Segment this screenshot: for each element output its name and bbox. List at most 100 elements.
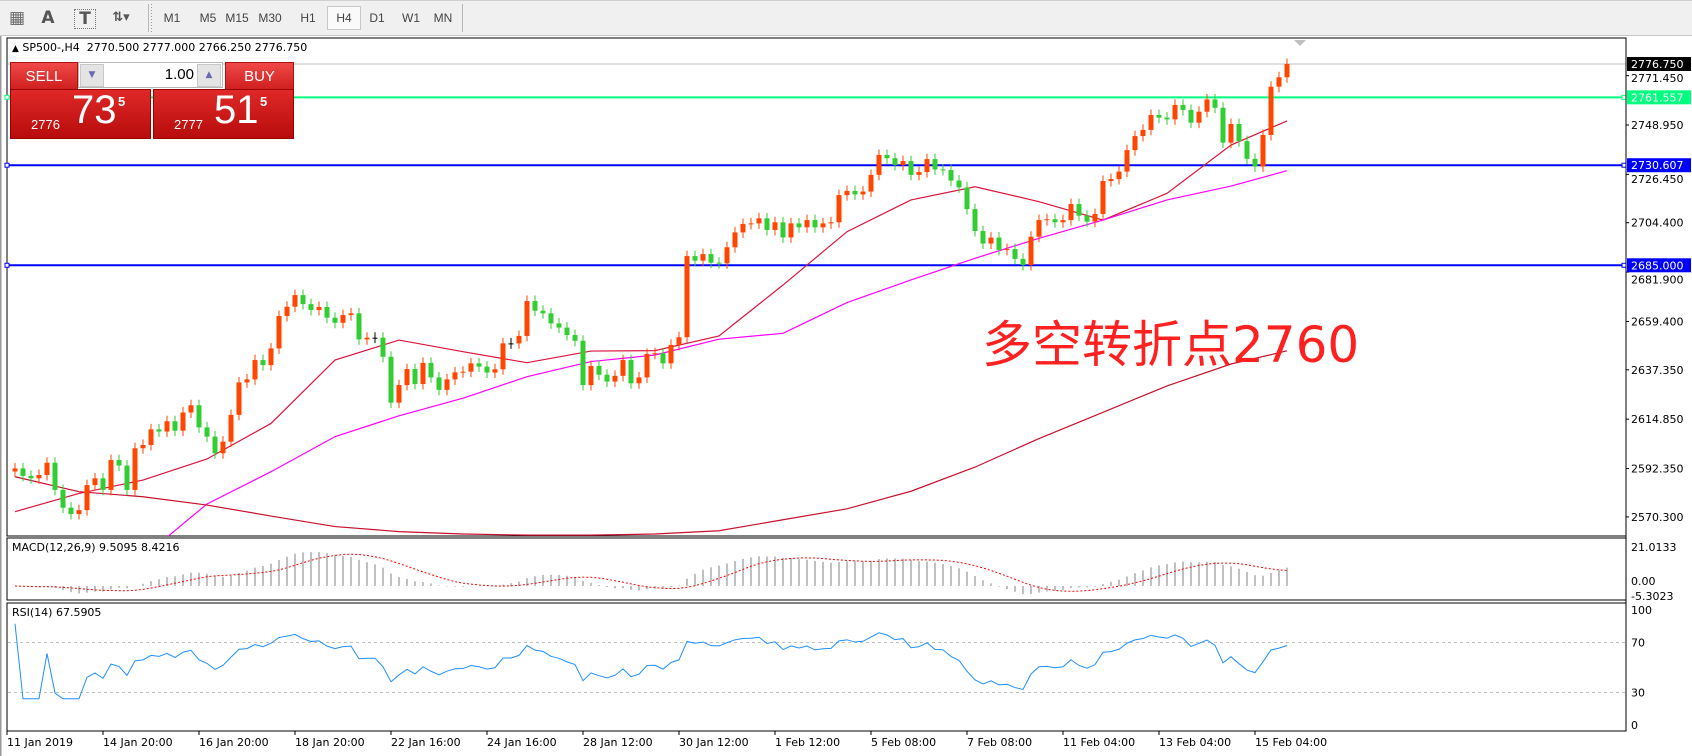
sell-button[interactable]: SELL bbox=[10, 62, 78, 90]
one-click-trading-panel: SELL ▼ 1.00 ▲ BUY 2776 73 5 2777 51 5 bbox=[10, 62, 294, 139]
current-price-label: 2776.750 bbox=[1631, 58, 1684, 71]
candle-body bbox=[1268, 86, 1274, 135]
candle-body bbox=[772, 222, 778, 230]
toolbar-separator bbox=[462, 4, 463, 32]
candle-body bbox=[988, 237, 994, 244]
candle-body bbox=[700, 254, 706, 261]
rsi-pane[interactable] bbox=[6, 602, 1627, 732]
candle-body bbox=[124, 465, 130, 490]
candle-body bbox=[556, 323, 562, 328]
candle-body bbox=[1028, 236, 1034, 266]
line-anchor-handle bbox=[1621, 162, 1627, 168]
timeframe-m5[interactable]: M5 bbox=[199, 11, 217, 25]
annotation-text[interactable]: 多空转折点2760 bbox=[982, 316, 1360, 374]
candle-body bbox=[1236, 123, 1242, 142]
candle-body bbox=[76, 510, 82, 515]
volume-input[interactable]: 1.00 bbox=[164, 66, 194, 83]
symbol-name: SP500-,H4 bbox=[22, 41, 80, 54]
candle-body bbox=[300, 295, 306, 305]
candle-body bbox=[1132, 136, 1138, 151]
timeframe-m1[interactable]: M1 bbox=[163, 11, 181, 25]
candle-body bbox=[284, 306, 290, 316]
candle-body bbox=[668, 344, 674, 364]
candle-body bbox=[500, 343, 506, 370]
chart-shift-marker-icon[interactable] bbox=[1294, 40, 1306, 46]
candle-body bbox=[212, 436, 218, 454]
ohlc-low: 2766.250 bbox=[198, 41, 252, 54]
timeframe-h4[interactable]: H4 bbox=[327, 6, 361, 30]
timeframe-m15[interactable]: M15 bbox=[225, 11, 249, 25]
candle-body bbox=[508, 343, 514, 345]
price-tick-label: 2704.400 bbox=[1631, 217, 1684, 230]
time-tick-label: 22 Jan 16:00 bbox=[391, 736, 461, 749]
collapse-arrow-icon[interactable]: ▲ bbox=[12, 44, 19, 54]
candle-body bbox=[1252, 158, 1258, 167]
candle-body bbox=[1228, 123, 1234, 143]
time-tick-label: 14 Jan 20:00 bbox=[103, 736, 173, 749]
candle-body bbox=[1212, 99, 1218, 108]
candle-body bbox=[236, 382, 242, 415]
candle-body bbox=[916, 172, 922, 175]
volume-increase-button[interactable]: ▲ bbox=[197, 64, 221, 87]
timeframe-mn[interactable]: MN bbox=[433, 11, 453, 25]
sell-price-button[interactable]: 2776 73 5 bbox=[10, 88, 151, 139]
candle-body bbox=[364, 337, 370, 340]
candle-body bbox=[324, 306, 330, 318]
candle-body bbox=[1284, 63, 1290, 78]
candle-body bbox=[708, 254, 714, 263]
time-tick-label: 7 Feb 08:00 bbox=[967, 736, 1032, 749]
candle-body bbox=[116, 460, 122, 466]
candle-body bbox=[140, 444, 146, 449]
timeframe-w1[interactable]: W1 bbox=[402, 11, 420, 25]
current-price-tag bbox=[1627, 56, 1691, 71]
candle-body bbox=[372, 337, 378, 339]
candle-body bbox=[1068, 204, 1074, 221]
candle-body bbox=[180, 412, 186, 431]
timeframe-m30[interactable]: M30 bbox=[258, 11, 282, 25]
period-separator-grid-icon[interactable]: ▦ bbox=[8, 8, 26, 28]
candle-body bbox=[644, 353, 650, 378]
time-tick-label: 18 Jan 20:00 bbox=[295, 736, 365, 749]
price-tick-label: 2614.850 bbox=[1631, 413, 1684, 426]
candle-body bbox=[220, 441, 226, 454]
axes: 2771.450 2748.950 2726.450 2704.400 2681.900… bbox=[4, 38, 1691, 749]
rsi-line bbox=[14, 623, 1288, 700]
time-tick-label: 1 Feb 12:00 bbox=[775, 736, 840, 749]
candle-body bbox=[620, 360, 626, 376]
candle-body bbox=[1092, 213, 1098, 222]
ohlc-open: 2770.500 bbox=[86, 41, 140, 54]
buy-price-button[interactable]: 2777 51 5 bbox=[153, 88, 294, 139]
candle-body bbox=[244, 379, 250, 383]
time-tick-label: 11 Feb 04:00 bbox=[1063, 736, 1135, 749]
candle-body bbox=[964, 187, 970, 210]
arrows-dropdown-icon[interactable]: ⇅▾ bbox=[112, 10, 130, 25]
candle-body bbox=[356, 313, 362, 340]
candle-body bbox=[1260, 134, 1266, 167]
candle-body bbox=[564, 327, 570, 336]
line-anchor-handle bbox=[1621, 262, 1627, 268]
toolbar-grip[interactable] bbox=[151, 4, 152, 32]
price-tick-label: 2592.350 bbox=[1631, 463, 1684, 476]
candle-body bbox=[748, 223, 754, 225]
candle-body bbox=[84, 485, 90, 511]
timeframe-h1[interactable]: H1 bbox=[300, 11, 316, 25]
macd-signal-line bbox=[14, 553, 1288, 592]
candle-body bbox=[836, 195, 842, 223]
macd-pane[interactable] bbox=[6, 537, 1627, 601]
candle-body bbox=[652, 353, 658, 355]
text-label-icon[interactable]: A bbox=[41, 8, 55, 28]
candle-body bbox=[756, 218, 762, 224]
candle-body bbox=[844, 190, 850, 196]
candle-body bbox=[1172, 104, 1178, 120]
candle-body bbox=[1188, 109, 1194, 123]
timeframe-d1[interactable]: D1 bbox=[369, 11, 385, 25]
buy-price-fraction: 5 bbox=[260, 94, 268, 109]
volume-decrease-button[interactable]: ▼ bbox=[80, 64, 104, 87]
text-box-icon[interactable]: T bbox=[74, 9, 96, 29]
line-price-tag bbox=[1627, 90, 1691, 105]
buy-button[interactable]: BUY bbox=[225, 62, 294, 90]
rsi-tick-label: 70 bbox=[1631, 637, 1645, 650]
candle-body bbox=[1180, 104, 1186, 110]
candle-body bbox=[172, 421, 178, 431]
candle-body bbox=[156, 429, 162, 432]
